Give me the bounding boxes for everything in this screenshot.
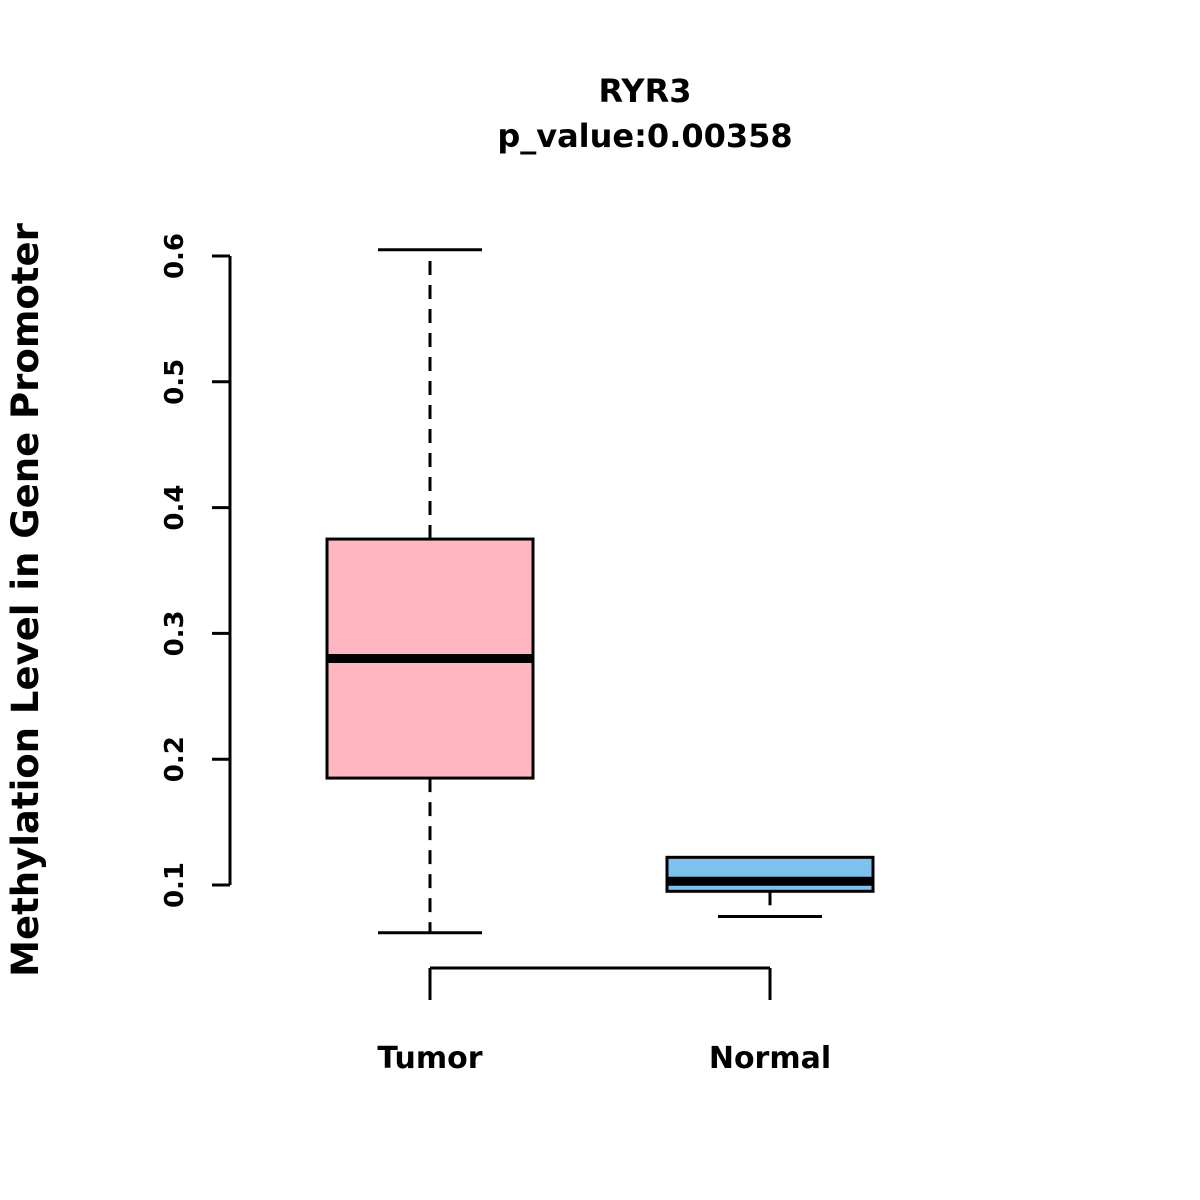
iqr-box-normal <box>665 855 875 893</box>
plot-area: 0.1 0.2 0.3 0.4 0.5 0.6 Tumor Normal <box>160 233 875 1076</box>
category-label-tumor: Tumor <box>377 1041 482 1076</box>
y-tick-label: 0.1 <box>160 862 190 908</box>
y-tick-label: 0.6 <box>160 233 190 279</box>
y-tick-label: 0.4 <box>160 485 190 531</box>
y-tick-label: 0.5 <box>160 359 190 405</box>
y-axis-title: Methylation Level in Gene Promoter <box>4 222 47 976</box>
box-group-tumor <box>325 248 535 935</box>
box-group-normal <box>665 855 875 918</box>
y-tick-label: 0.2 <box>160 736 190 782</box>
chart-title: RYR3 <box>599 72 692 110</box>
y-tick-label: 0.3 <box>160 610 190 656</box>
category-label-normal: Normal <box>709 1041 831 1076</box>
chart-subtitle: p_value:0.00358 <box>497 117 792 155</box>
